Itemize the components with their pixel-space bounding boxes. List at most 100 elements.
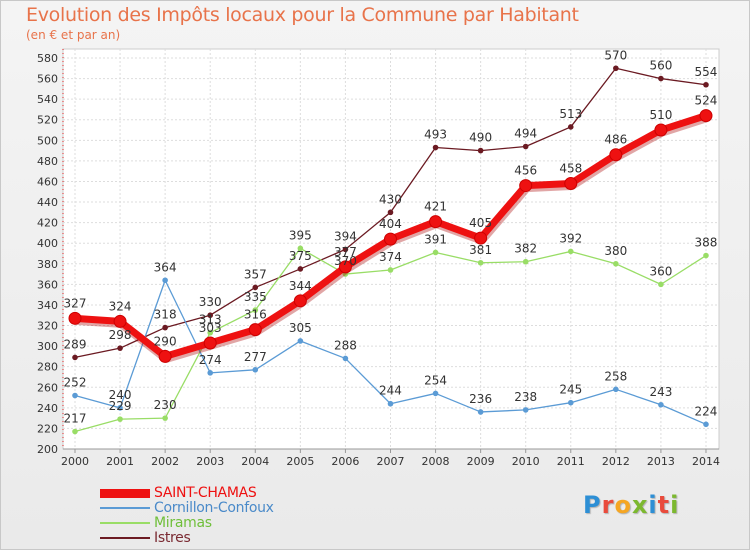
data-label-saint-chamas: 377	[334, 245, 357, 259]
y-tick-label: 300	[37, 340, 58, 353]
x-tick-label: 2004	[241, 455, 269, 468]
data-label-istres: 318	[154, 308, 177, 322]
data-point-saint-chamas	[338, 260, 352, 274]
data-label-saint-chamas: 405	[469, 216, 492, 230]
data-label-saint-chamas: 458	[559, 162, 582, 176]
y-tick-label: 340	[37, 299, 58, 312]
data-label-istres: 560	[649, 59, 672, 73]
data-label-saint-chamas: 524	[695, 94, 718, 108]
data-label-miramas: 230	[154, 398, 177, 412]
data-point-miramas	[567, 248, 574, 255]
data-point-saint-chamas	[293, 294, 307, 308]
y-tick-label: 240	[37, 402, 58, 415]
data-label-istres: 375	[289, 249, 312, 263]
data-point-cornillon-confoux	[162, 277, 168, 284]
data-label-miramas: 395	[289, 228, 312, 242]
data-point-istres	[703, 81, 709, 88]
data-point-saint-chamas	[654, 123, 668, 137]
data-label-miramas: 360	[649, 264, 672, 278]
data-point-cornillon-confoux	[387, 400, 394, 407]
y-tick-label: 380	[37, 258, 58, 271]
data-point-saint-chamas	[68, 311, 82, 325]
data-point-cornillon-confoux	[522, 407, 529, 413]
logo-letter: i	[648, 491, 658, 519]
data-label-cornillon-confoux: 244	[379, 384, 402, 398]
data-label-cornillon-confoux: 224	[695, 404, 718, 418]
data-label-cornillon-confoux: 236	[469, 392, 492, 406]
logo-letter: i	[670, 491, 680, 519]
chart-subtitle: (en € et par an)	[26, 28, 121, 42]
data-point-cornillon-confoux	[297, 338, 304, 344]
plot-area	[62, 48, 720, 450]
data-point-istres	[207, 312, 214, 319]
data-label-istres: 554	[695, 65, 718, 79]
y-tick-label: 460	[37, 175, 58, 188]
y-tick-label: 320	[37, 320, 58, 333]
legend-label: SAINT-CHAMAS	[154, 485, 257, 501]
data-point-saint-chamas	[429, 215, 443, 229]
legend-swatch	[100, 489, 150, 498]
data-point-miramas	[207, 329, 214, 336]
x-tick-label: 2006	[331, 455, 359, 468]
data-point-miramas	[522, 258, 529, 265]
data-label-istres: 570	[604, 48, 627, 62]
legend-label: Istres	[154, 530, 191, 546]
data-label-saint-chamas: 404	[379, 217, 402, 231]
x-tick-label: 2001	[106, 455, 134, 468]
data-label-cornillon-confoux: 258	[604, 369, 627, 383]
data-label-istres: 493	[424, 128, 447, 142]
data-point-cornillon-confoux	[432, 390, 439, 397]
data-point-miramas	[703, 252, 709, 259]
logo-letter: t	[657, 491, 671, 519]
data-label-istres: 289	[64, 337, 87, 351]
data-point-cornillon-confoux	[613, 386, 619, 393]
x-tick-label: 2008	[422, 455, 450, 468]
data-point-cornillon-confoux	[477, 409, 484, 415]
y-tick-label: 280	[37, 361, 58, 374]
x-tick-label: 2009	[467, 455, 495, 468]
data-point-saint-chamas	[474, 231, 488, 245]
y-tick-label: 560	[37, 73, 58, 86]
data-label-miramas: 392	[559, 231, 582, 245]
y-tick-label: 400	[37, 237, 58, 250]
data-label-miramas: 388	[695, 236, 718, 250]
data-point-miramas	[658, 281, 664, 288]
data-label-saint-chamas: 303	[199, 321, 222, 335]
data-point-miramas	[432, 249, 439, 256]
data-label-saint-chamas: 486	[604, 133, 627, 147]
data-point-cornillon-confoux	[567, 399, 574, 406]
legend-swatch	[100, 537, 150, 539]
data-point-saint-chamas	[519, 179, 533, 193]
data-label-istres: 490	[469, 131, 492, 145]
data-point-cornillon-confoux	[117, 405, 123, 411]
data-point-saint-chamas	[158, 349, 172, 363]
data-label-istres: 394	[334, 229, 357, 243]
data-point-istres	[522, 143, 529, 150]
y-tick-label: 360	[37, 278, 58, 291]
data-point-istres	[477, 147, 484, 154]
data-point-saint-chamas	[609, 148, 623, 162]
data-label-saint-chamas: 344	[289, 279, 312, 293]
x-tick-label: 2002	[151, 455, 179, 468]
data-point-saint-chamas	[383, 232, 397, 246]
data-label-cornillon-confoux: 254	[424, 373, 447, 387]
data-point-saint-chamas	[699, 109, 713, 123]
data-point-cornillon-confoux	[342, 355, 349, 362]
data-label-istres: 430	[379, 192, 402, 206]
proxiti-logo: Proxiti	[583, 491, 679, 519]
data-label-saint-chamas: 510	[649, 108, 672, 122]
data-label-cornillon-confoux: 277	[244, 350, 267, 364]
data-point-saint-chamas	[113, 314, 127, 328]
data-label-miramas: 391	[424, 232, 447, 246]
data-point-istres	[387, 209, 394, 216]
logo-letter: P	[583, 491, 602, 519]
x-tick-label: 2014	[692, 455, 720, 468]
data-label-cornillon-confoux: 243	[649, 385, 672, 399]
y-tick-label: 220	[37, 422, 58, 435]
data-label-miramas: 374	[379, 250, 402, 264]
data-point-istres	[658, 75, 664, 82]
data-label-cornillon-confoux: 245	[559, 383, 582, 397]
x-tick-label: 2011	[557, 455, 585, 468]
data-point-miramas	[117, 416, 123, 422]
